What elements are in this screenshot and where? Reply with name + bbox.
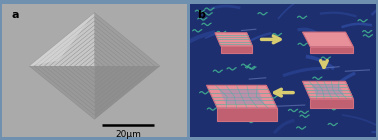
Polygon shape bbox=[302, 81, 353, 99]
Polygon shape bbox=[221, 46, 252, 53]
Polygon shape bbox=[70, 66, 94, 87]
Polygon shape bbox=[79, 66, 94, 78]
Polygon shape bbox=[34, 17, 94, 66]
Polygon shape bbox=[74, 66, 94, 82]
Polygon shape bbox=[94, 33, 135, 66]
Polygon shape bbox=[50, 29, 94, 66]
Polygon shape bbox=[94, 66, 135, 99]
Polygon shape bbox=[94, 29, 139, 66]
Polygon shape bbox=[44, 25, 94, 66]
Polygon shape bbox=[39, 66, 94, 111]
Polygon shape bbox=[217, 108, 277, 121]
Polygon shape bbox=[94, 66, 125, 91]
Polygon shape bbox=[94, 50, 115, 66]
Polygon shape bbox=[74, 50, 94, 66]
Polygon shape bbox=[311, 84, 344, 96]
Polygon shape bbox=[29, 13, 94, 66]
Polygon shape bbox=[79, 54, 94, 66]
Polygon shape bbox=[94, 66, 110, 78]
Polygon shape bbox=[90, 66, 94, 70]
Polygon shape bbox=[59, 66, 94, 95]
Text: a: a bbox=[11, 10, 19, 20]
Polygon shape bbox=[94, 66, 130, 95]
Polygon shape bbox=[94, 58, 105, 66]
Polygon shape bbox=[215, 33, 252, 46]
Polygon shape bbox=[34, 66, 94, 115]
Polygon shape bbox=[94, 41, 125, 66]
Polygon shape bbox=[94, 66, 119, 87]
Polygon shape bbox=[94, 66, 105, 74]
Polygon shape bbox=[94, 46, 119, 66]
Polygon shape bbox=[94, 66, 155, 115]
Polygon shape bbox=[246, 33, 252, 53]
Polygon shape bbox=[54, 33, 94, 66]
Polygon shape bbox=[64, 41, 94, 66]
Polygon shape bbox=[39, 21, 94, 66]
Polygon shape bbox=[50, 66, 94, 103]
Text: 20μm: 20μm bbox=[115, 130, 141, 139]
Polygon shape bbox=[94, 66, 115, 82]
Polygon shape bbox=[84, 66, 94, 74]
Polygon shape bbox=[310, 99, 353, 108]
Polygon shape bbox=[310, 47, 353, 53]
Polygon shape bbox=[94, 66, 145, 107]
Polygon shape bbox=[266, 85, 277, 121]
Polygon shape bbox=[94, 21, 150, 66]
Polygon shape bbox=[44, 66, 94, 107]
Polygon shape bbox=[29, 66, 94, 119]
Polygon shape bbox=[94, 66, 139, 103]
Polygon shape bbox=[94, 37, 130, 66]
Polygon shape bbox=[70, 46, 94, 66]
Polygon shape bbox=[206, 85, 277, 108]
Polygon shape bbox=[64, 66, 94, 91]
Polygon shape bbox=[59, 37, 94, 66]
Polygon shape bbox=[302, 32, 353, 47]
Polygon shape bbox=[94, 66, 160, 119]
Polygon shape bbox=[345, 81, 353, 108]
Text: b: b bbox=[197, 10, 205, 20]
Polygon shape bbox=[94, 25, 145, 66]
Polygon shape bbox=[94, 62, 99, 66]
Polygon shape bbox=[94, 66, 99, 70]
Polygon shape bbox=[94, 13, 160, 66]
Polygon shape bbox=[54, 66, 94, 99]
Polygon shape bbox=[345, 32, 353, 53]
Polygon shape bbox=[94, 17, 155, 66]
Polygon shape bbox=[84, 58, 94, 66]
Polygon shape bbox=[29, 13, 94, 66]
Polygon shape bbox=[94, 54, 110, 66]
Polygon shape bbox=[90, 62, 94, 66]
Polygon shape bbox=[94, 66, 150, 111]
Polygon shape bbox=[219, 89, 265, 104]
